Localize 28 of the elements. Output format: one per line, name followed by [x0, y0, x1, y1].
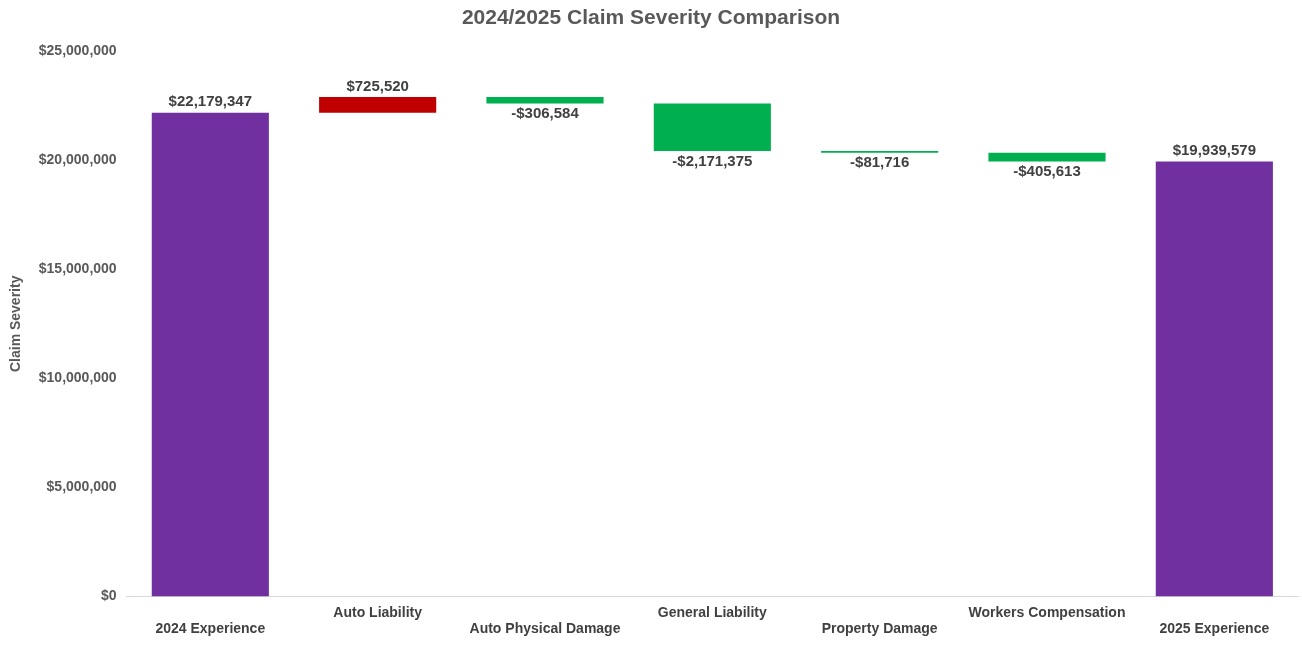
y-tick-label: $25,000,000 — [38, 42, 117, 59]
y-axis-title: Claim Severity — [7, 275, 24, 373]
data-label: $725,520 — [346, 76, 409, 94]
x-tick-label: 2024 Experience — [155, 620, 266, 637]
x-tick-label: Property Damage — [821, 620, 938, 637]
data-label: $19,939,579 — [1172, 141, 1257, 159]
data-label: -$405,613 — [1013, 162, 1081, 180]
x-tick-label: 2025 Experience — [1159, 620, 1270, 637]
bar — [319, 96, 437, 113]
y-tick-label: $10,000,000 — [38, 369, 117, 386]
y-tick-label: $15,000,000 — [38, 260, 117, 277]
data-label: -$81,716 — [850, 153, 910, 171]
y-tick-label: $20,000,000 — [38, 151, 117, 168]
y-tick-label: $5,000,000 — [46, 478, 117, 495]
chart-title: 2024/2025 Claim Severity Comparison — [461, 5, 841, 29]
bar — [653, 103, 771, 151]
y-tick-label: $0 — [101, 587, 117, 604]
data-label: -$306,584 — [511, 104, 580, 122]
bar — [151, 112, 269, 597]
x-tick-label: Auto Liability — [333, 603, 423, 620]
x-tick-label: Auto Physical Damage — [469, 620, 621, 637]
bar — [988, 152, 1106, 162]
data-label: -$2,171,375 — [672, 151, 753, 169]
data-label: $22,179,347 — [168, 92, 253, 110]
x-tick-label: General Liability — [657, 603, 767, 620]
bar — [486, 96, 604, 104]
x-tick-label: Workers Compensation — [968, 603, 1126, 620]
bar — [1155, 161, 1273, 597]
